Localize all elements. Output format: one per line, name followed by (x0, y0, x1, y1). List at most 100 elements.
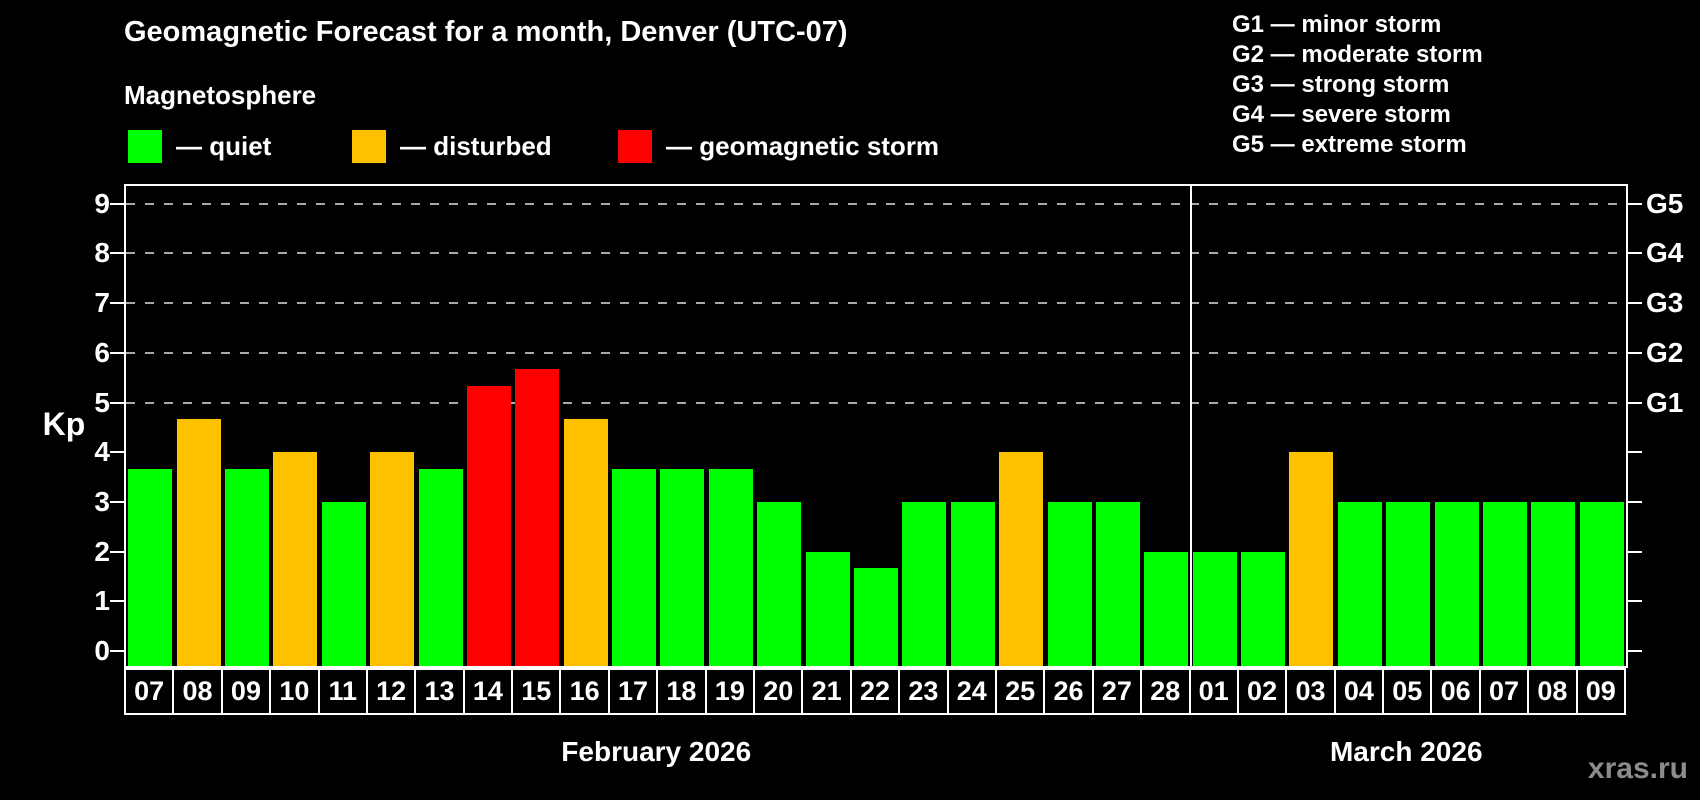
right-axis-tick (1628, 252, 1642, 255)
y-axis-tick (110, 401, 124, 404)
y-tick-label: 4 (94, 436, 110, 468)
y-axis-tick (110, 302, 124, 305)
kp-bar-chart-plot (124, 184, 1628, 668)
y-tick-label: 1 (94, 585, 110, 617)
day-label: 21 (801, 668, 852, 715)
g-scale-legend: G1 — minor storm G2 — moderate storm G3 — … (1232, 10, 1483, 160)
y-axis-tick (110, 550, 124, 553)
kp-bar (757, 501, 802, 666)
kp-bar (1483, 501, 1528, 666)
day-label: 07 (1478, 668, 1530, 715)
kp-bar (999, 452, 1044, 666)
g-legend-item: G2 — moderate storm (1232, 41, 1483, 68)
day-label: 24 (946, 668, 997, 715)
kp-bar (902, 501, 947, 666)
y-tick-label: 5 (94, 386, 110, 418)
disturbed-color-swatch-icon (352, 129, 386, 163)
y-axis-tick (110, 600, 124, 603)
y-axis-tick (110, 202, 124, 205)
day-label: 14 (462, 668, 514, 715)
day-label: 09 (1575, 668, 1626, 715)
kp-bar (708, 468, 753, 666)
storm-color-swatch-icon (618, 129, 652, 163)
day-label: 28 (1140, 668, 1191, 715)
kp-bar (1531, 501, 1576, 666)
kp-bar (1289, 452, 1334, 666)
y-tick-label: 3 (94, 485, 110, 517)
day-label: 08 (172, 668, 223, 715)
right-axis-tick (1628, 451, 1642, 454)
legend-label: — disturbed (400, 130, 552, 161)
xras-watermark: xras.ru (1587, 752, 1688, 785)
kp-gridline (126, 302, 1626, 305)
quiet-color-swatch-icon (128, 129, 162, 163)
right-axis-tick (1628, 351, 1642, 354)
kp-bar (515, 369, 560, 666)
y-tick-label: 9 (94, 187, 110, 219)
day-label: 11 (317, 668, 368, 715)
y-axis-tick (110, 650, 124, 652)
day-label: 20 (753, 668, 804, 715)
day-label: 03 (1285, 668, 1336, 715)
kp-bar (660, 468, 705, 666)
g-legend-item: G4 — severe storm (1232, 101, 1451, 128)
kp-bar (128, 468, 173, 666)
right-axis-tick (1628, 550, 1642, 553)
g-level-label: G5 (1646, 187, 1684, 219)
kp-bar (1047, 501, 1092, 666)
g-legend-item: G3 — strong storm (1232, 71, 1450, 98)
kp-bar (805, 551, 850, 666)
right-axis-tick (1628, 600, 1642, 603)
y-axis-tick (110, 351, 124, 354)
right-axis-tick (1628, 302, 1642, 305)
day-label: 04 (1333, 668, 1385, 715)
kp-bar (1386, 501, 1431, 666)
y-tick-label: 6 (94, 336, 110, 368)
g-level-label: G3 (1646, 287, 1684, 319)
day-label: 08 (1527, 668, 1578, 715)
day-label: 12 (365, 668, 417, 715)
kp-bar (370, 452, 415, 666)
g-level-label: G1 (1646, 386, 1684, 418)
day-label: 23 (898, 668, 949, 715)
kp-bar (1241, 551, 1286, 666)
kp-bar (612, 468, 657, 666)
kp-bar (466, 386, 511, 666)
right-axis-tick (1628, 202, 1642, 205)
magnetosphere-subtitle: Magnetosphere (124, 80, 317, 110)
legend-item-quiet: — quiet (128, 128, 271, 164)
day-label: 18 (656, 668, 707, 715)
day-label: 07 (124, 668, 175, 715)
kp-gridline (126, 351, 1626, 354)
kp-bar (273, 452, 318, 666)
month-divider-line (1189, 186, 1192, 666)
kp-bar (563, 418, 608, 666)
day-label: 10 (269, 668, 320, 715)
kp-bar (1337, 501, 1382, 666)
kp-bar (176, 418, 221, 666)
day-label: 25 (994, 668, 1046, 715)
page-title: Geomagnetic Forecast for a month, Denver… (124, 16, 848, 48)
y-axis-title: Kp (42, 406, 86, 442)
kp-bar (1192, 551, 1237, 666)
kp-bar (224, 468, 269, 666)
kp-bar (1095, 501, 1140, 666)
y-tick-label: 8 (94, 237, 110, 269)
right-axis-tick (1628, 401, 1642, 404)
day-label: 13 (414, 668, 465, 715)
legend-label: — quiet (176, 130, 272, 161)
y-tick-label: 0 (94, 635, 110, 666)
kp-gridline (126, 401, 1626, 404)
legend-label: — geomagnetic storm (666, 130, 940, 161)
status-legend: — quiet — disturbed — geomagnetic storm (0, 128, 1100, 164)
kp-bar (950, 501, 995, 666)
kp-bar (1579, 501, 1624, 666)
day-label: 22 (849, 668, 901, 715)
day-label: 06 (1430, 668, 1481, 715)
y-axis-tick (110, 252, 124, 255)
y-tick-label: 2 (94, 535, 110, 567)
day-label: 19 (704, 668, 756, 715)
right-axis-tick (1628, 650, 1642, 652)
month-label: February 2026 (561, 736, 752, 767)
g-legend-item: G1 — minor storm (1232, 11, 1442, 38)
